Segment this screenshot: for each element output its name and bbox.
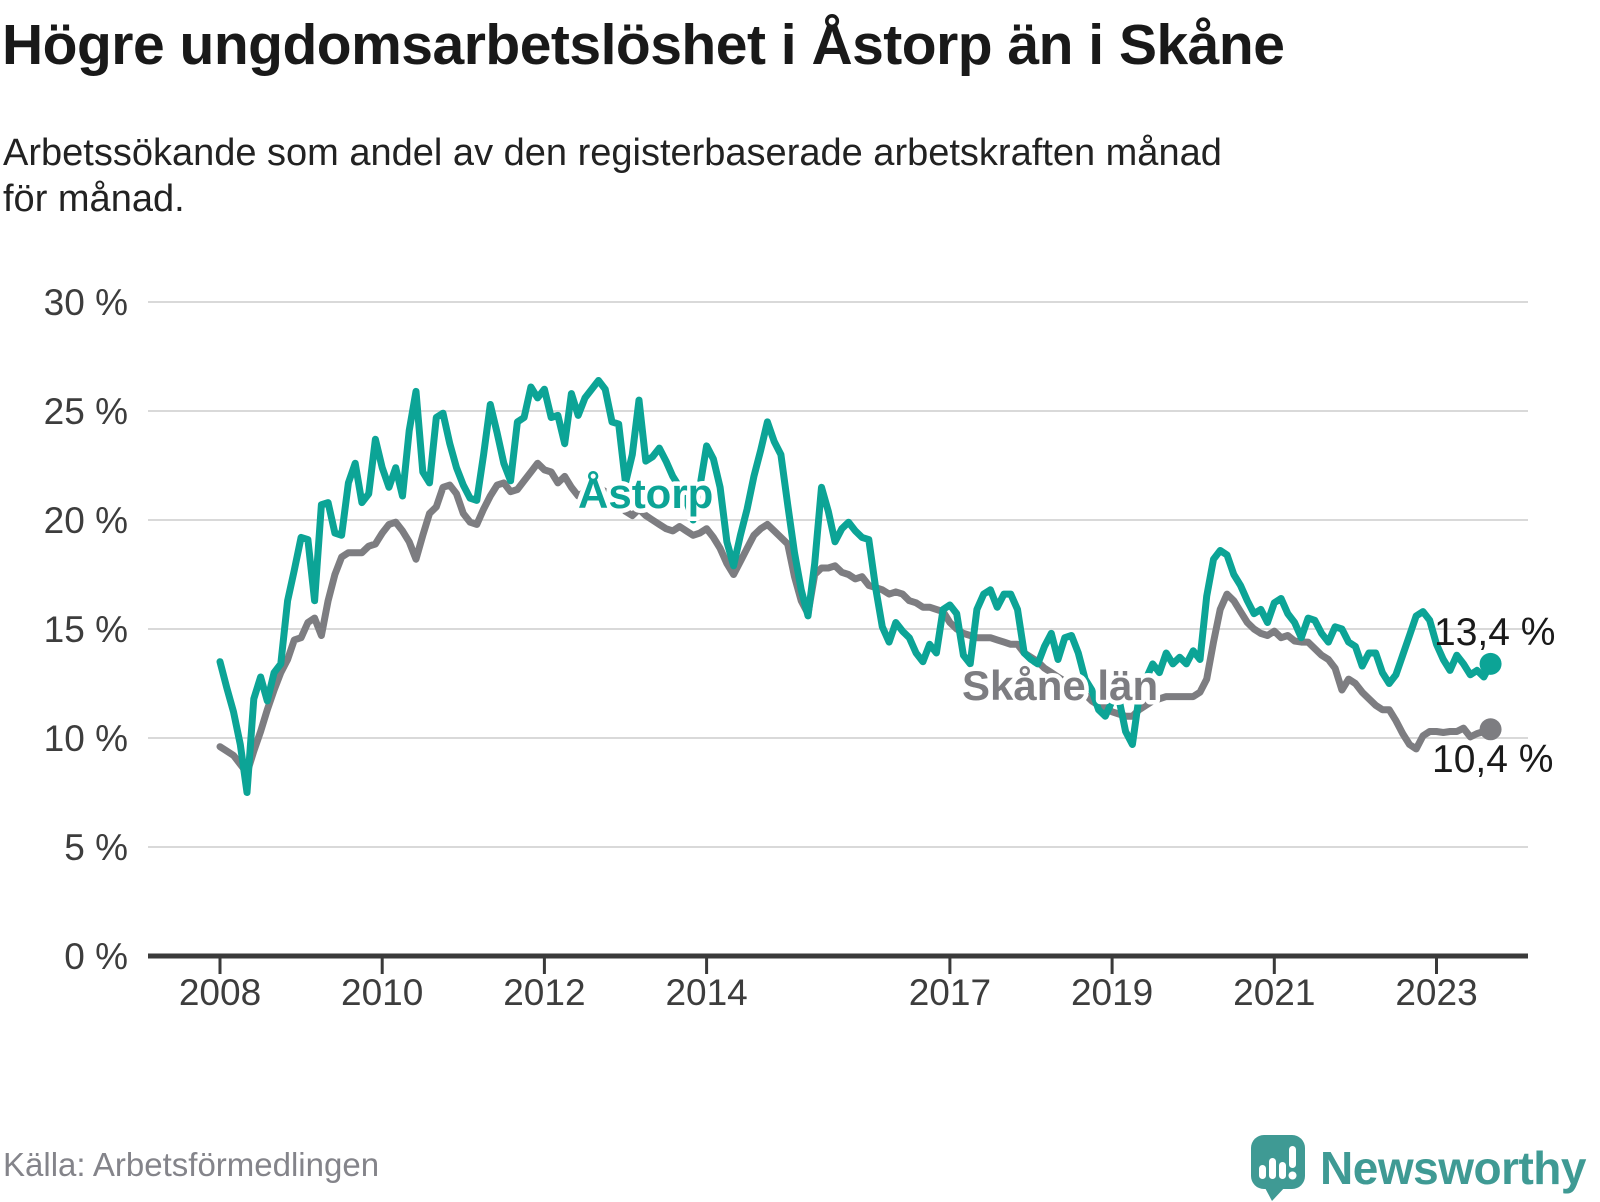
y-axis-tick-label: 10 % [44, 718, 128, 759]
series-line-skane-lan [216, 459, 1495, 777]
y-axis-tick-label: 20 % [44, 500, 128, 541]
subtitle-line-1: Arbetssökande som andel av den registerb… [3, 132, 1222, 174]
newsworthy-logo: Newsworthy [1250, 1134, 1586, 1202]
x-axis-tick-label: 2019 [1071, 972, 1153, 1013]
y-axis-tick-label: 0 % [64, 936, 128, 977]
y-axis-tick-label: 15 % [44, 609, 128, 650]
end-value-label-astorp: 13,4 % [1434, 611, 1555, 654]
x-axis-tick-label: 2010 [341, 972, 423, 1013]
y-axis-tick-label: 30 % [44, 282, 128, 323]
newsworthy-logo-text: Newsworthy [1320, 1142, 1586, 1194]
subtitle-line-2: för månad. [3, 178, 185, 221]
x-axis-tick-label: 2023 [1395, 972, 1477, 1013]
x-axis-tick-label: 2012 [503, 972, 585, 1013]
page-title: Högre ungdomsarbetslöshet i Åstorp än i … [2, 13, 1285, 77]
x-axis-tick-label: 2008 [179, 972, 261, 1013]
y-axis-tick-label: 5 % [64, 827, 128, 868]
x-axis-tick-label: 2014 [665, 972, 747, 1013]
newsworthy-bubble-icon [1251, 1135, 1306, 1201]
chart-subtitle: Arbetssökande som andel av den registerb… [3, 130, 1563, 223]
end-dot-skane-lan [1479, 718, 1502, 741]
series-label-astorp: Åstorp [578, 470, 713, 517]
source-note: Källa: Arbetsförmedlingen [3, 1146, 380, 1183]
x-axis-tick-label: 2021 [1233, 972, 1315, 1013]
end-dot-astorp [1479, 652, 1502, 675]
x-axis-tick-label: 2017 [909, 972, 991, 1013]
end-value-label-skane-lan: 10,4 % [1432, 738, 1553, 781]
y-axis-tick-label: 25 % [44, 391, 128, 432]
series-label-skane-lan: Skåne län [962, 662, 1158, 709]
series-line-astorp [216, 377, 1495, 796]
